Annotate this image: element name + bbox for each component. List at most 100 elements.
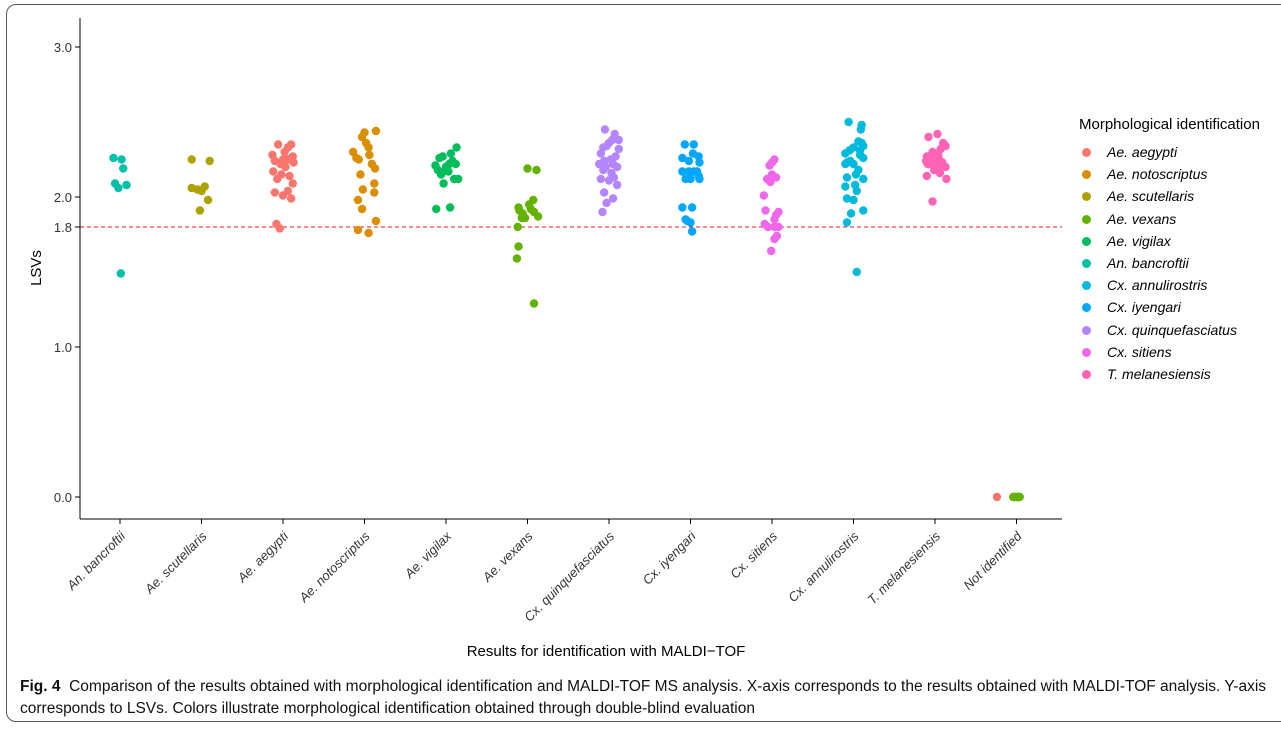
data-point bbox=[600, 125, 610, 134]
figure-caption: Fig. 4 Comparison of the results obtaine… bbox=[20, 676, 1275, 720]
legend-label: T. melanesiensis bbox=[1107, 366, 1211, 382]
data-point bbox=[512, 254, 522, 263]
figure-frame bbox=[6, 4, 1281, 722]
data-point bbox=[370, 164, 380, 173]
data-point bbox=[445, 203, 455, 212]
data-point bbox=[432, 204, 441, 214]
data-point bbox=[275, 224, 284, 233]
data-point bbox=[684, 167, 694, 176]
legend-label: Ae. scutellaris bbox=[1107, 188, 1195, 205]
legend-label: Ae. notoscriptus bbox=[1107, 166, 1208, 183]
data-point bbox=[933, 129, 942, 139]
data-point bbox=[849, 159, 858, 169]
legend-dot-icon bbox=[1082, 214, 1091, 224]
data-point bbox=[116, 269, 126, 278]
legend-dot-icon bbox=[1082, 325, 1091, 335]
data-point bbox=[119, 164, 128, 173]
x-tick-label: T. melanesiensis bbox=[864, 528, 943, 607]
data-point bbox=[841, 149, 850, 158]
data-point bbox=[187, 155, 196, 164]
data-point bbox=[684, 156, 694, 166]
data-point bbox=[277, 170, 286, 179]
legend-dot-icon bbox=[1082, 281, 1091, 291]
legend-dot-icon bbox=[1082, 347, 1091, 357]
legend-label: Cx. iyengari bbox=[1107, 299, 1181, 316]
data-point bbox=[371, 126, 381, 136]
data-point bbox=[678, 153, 687, 163]
y-tick-label: 3.0 bbox=[54, 40, 72, 55]
data-point bbox=[513, 222, 522, 232]
data-point bbox=[353, 225, 363, 235]
data-point bbox=[529, 195, 538, 205]
data-point bbox=[364, 143, 373, 152]
data-point bbox=[278, 191, 288, 200]
data-point bbox=[354, 155, 363, 164]
data-point bbox=[596, 174, 606, 184]
data-point bbox=[859, 174, 868, 184]
data-point bbox=[520, 213, 530, 223]
data-point bbox=[763, 222, 773, 232]
data-point bbox=[595, 159, 604, 169]
y-tick-label: 1.8 bbox=[54, 220, 72, 235]
data-point bbox=[197, 186, 206, 196]
data-point bbox=[852, 186, 861, 196]
legend-dot-icon bbox=[1082, 148, 1091, 157]
data-point bbox=[602, 198, 611, 208]
x-tick-label: Cx. quinquefasciatus bbox=[521, 528, 617, 624]
caption-text: Comparison of the results obtained with … bbox=[20, 678, 1267, 717]
data-point bbox=[435, 153, 444, 163]
data-point bbox=[283, 143, 293, 152]
data-point bbox=[281, 162, 290, 172]
y-tick-label: 2.0 bbox=[54, 190, 72, 205]
data-point bbox=[273, 140, 283, 149]
data-point bbox=[765, 161, 774, 170]
data-point bbox=[288, 179, 297, 188]
data-point bbox=[924, 159, 933, 169]
data-point bbox=[614, 135, 623, 145]
data-point bbox=[371, 216, 381, 226]
data-point bbox=[766, 177, 775, 187]
data-point bbox=[770, 234, 779, 244]
figure-label: Fig. 4 bbox=[20, 678, 61, 695]
data-point bbox=[859, 153, 868, 163]
data-point bbox=[122, 180, 131, 190]
data-point bbox=[841, 159, 850, 169]
legend-label: Cx. annulirostris bbox=[1107, 277, 1208, 294]
data-point bbox=[942, 174, 951, 184]
data-point bbox=[766, 246, 776, 256]
data-point bbox=[270, 188, 280, 197]
data-point bbox=[596, 149, 606, 158]
data-point bbox=[436, 170, 446, 179]
x-tick-label: Cx. annulirostris bbox=[785, 528, 862, 605]
data-point bbox=[117, 155, 126, 164]
x-tick-label: Ae. aegypti bbox=[234, 528, 292, 586]
legend-dot-icon bbox=[1082, 370, 1091, 379]
data-point bbox=[678, 167, 687, 176]
legend-label: An. bancroftii bbox=[1107, 255, 1189, 271]
data-point bbox=[614, 144, 623, 154]
data-point bbox=[285, 171, 294, 181]
data-point bbox=[612, 180, 622, 190]
data-point bbox=[269, 167, 278, 176]
data-point bbox=[289, 158, 298, 167]
x-tick-label: An. bancroftii bbox=[63, 528, 129, 594]
data-point bbox=[695, 158, 704, 167]
data-point bbox=[370, 188, 379, 197]
data-point bbox=[941, 162, 950, 172]
data-point bbox=[353, 195, 363, 205]
x-tick-label: Ae. notoscriptus bbox=[295, 528, 373, 606]
data-point bbox=[599, 165, 608, 175]
legend-label: Cx. sitiens bbox=[1107, 343, 1172, 360]
data-point bbox=[451, 159, 460, 169]
x-tick-label: Cx. sitiens bbox=[727, 528, 780, 581]
data-point bbox=[859, 206, 868, 215]
x-tick-label: Ae. vigilax bbox=[401, 528, 455, 582]
data-point bbox=[364, 228, 373, 238]
data-point bbox=[195, 206, 205, 215]
data-point bbox=[114, 183, 123, 193]
data-point bbox=[842, 218, 852, 227]
legend-dot-icon bbox=[1082, 236, 1091, 246]
legend-dot-icon bbox=[1082, 259, 1091, 268]
data-point bbox=[935, 168, 945, 178]
data-point bbox=[683, 216, 692, 226]
